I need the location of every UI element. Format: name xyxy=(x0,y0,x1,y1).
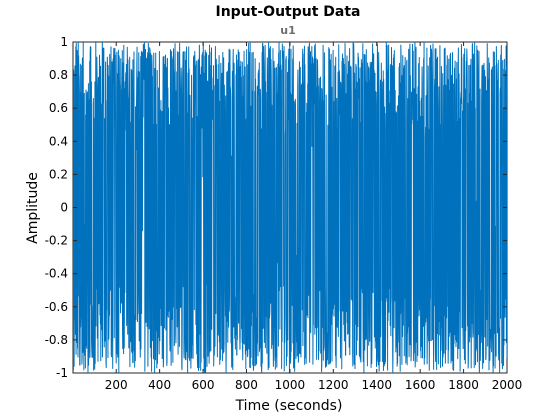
x-tick-label: 800 xyxy=(235,378,258,392)
y-tick-label: 0.2 xyxy=(49,167,68,181)
y-tick-label: 0.4 xyxy=(49,134,68,148)
y-tick-label: -0.4 xyxy=(45,267,68,281)
series-line-u1 xyxy=(73,42,507,373)
x-tick-label: 1800 xyxy=(448,378,479,392)
x-tick-label: 1400 xyxy=(361,378,392,392)
y-tick-label: -0.8 xyxy=(45,333,68,347)
x-axis-ticks: 200 400 600 800 1000 1200 1400 1600 1800 2000 xyxy=(105,42,523,392)
x-tick-label: 200 xyxy=(105,378,128,392)
series-group xyxy=(73,42,507,373)
y-tick-label: 0 xyxy=(60,201,68,215)
y-tick-label: 0.8 xyxy=(49,68,68,82)
x-tick-label: 1000 xyxy=(275,378,306,392)
y-tick-label: -0.2 xyxy=(45,234,68,248)
x-tick-label: 2000 xyxy=(492,378,523,392)
chart-subtitle: u1 xyxy=(280,24,296,37)
y-tick-label: 0.6 xyxy=(49,101,68,115)
x-tick-label: 400 xyxy=(148,378,171,392)
y-tick-label: -1 xyxy=(56,366,68,380)
chart-title: Input-Output Data xyxy=(216,4,361,20)
y-tick-label: 1 xyxy=(60,35,68,49)
y-axis-ticks: 1 0.8 0.6 0.4 0.2 0 -0.2 -0.4 -0.6 -0.8 -1 xyxy=(45,35,507,380)
x-tick-label: 1600 xyxy=(405,378,436,392)
y-tick-label: -0.6 xyxy=(45,300,68,314)
x-axis-label: Time (seconds) xyxy=(235,398,343,414)
x-tick-label: 600 xyxy=(192,378,215,392)
y-axis-label: Amplitude xyxy=(25,172,41,244)
x-tick-label: 1200 xyxy=(318,378,349,392)
